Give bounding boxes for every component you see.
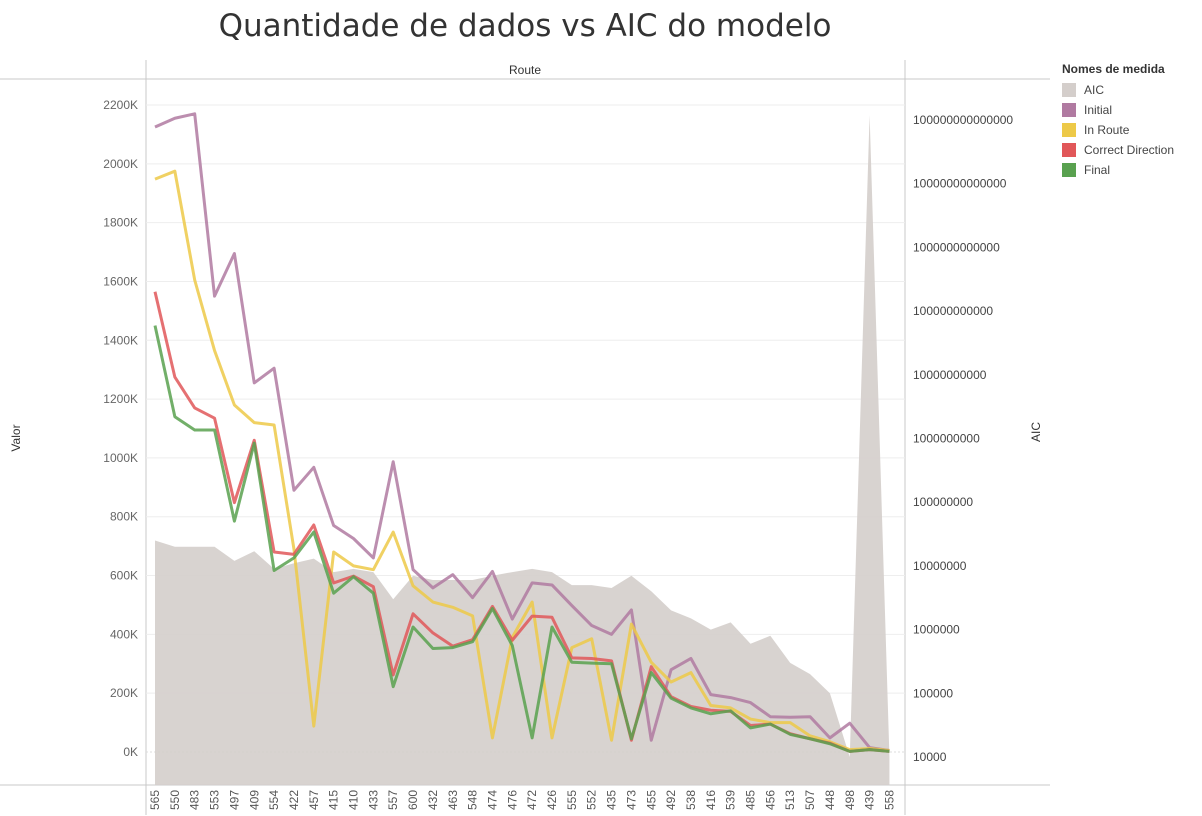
series-line-initial: [154, 112, 890, 753]
x-tick-label: 539: [724, 790, 738, 810]
x-tick-label: 600: [406, 790, 420, 810]
x-tick-label: 476: [505, 790, 519, 810]
legend-swatch: [1062, 163, 1076, 177]
y-left-tick-label: 1400K: [103, 333, 138, 347]
y-right-tick-label: 1000000000000: [913, 240, 1000, 254]
series-line-in-route: [154, 169, 890, 753]
x-tick-label: 448: [823, 790, 837, 810]
legend-title: Nomes de medida: [1062, 62, 1165, 76]
legend-swatch: [1062, 83, 1076, 97]
y-left-tick-label: 200K: [110, 686, 138, 700]
y-right-tick-label: 100000: [913, 686, 953, 700]
x-tick-label: 553: [208, 790, 222, 810]
x-tick-label: 557: [386, 790, 400, 810]
x-tick-label: 498: [843, 790, 857, 810]
x-tick-label: 426: [545, 790, 559, 810]
x-tick-label: 455: [644, 790, 658, 810]
x-tick-label: 550: [168, 790, 182, 810]
legend-item[interactable]: AIC: [1062, 80, 1174, 100]
y-right-tick-label: 100000000000000: [913, 113, 1013, 127]
x-tick-label: 492: [664, 790, 678, 810]
x-tick-label: 432: [426, 790, 440, 810]
x-tick-label: 439: [863, 790, 877, 810]
y-left-tick-label: 1600K: [103, 274, 138, 288]
y-right-axis-title: AIC: [1029, 422, 1043, 442]
x-tick-label: 558: [882, 790, 896, 810]
x-tick-label: 474: [485, 790, 499, 810]
y-right-tick-label: 100000000000: [913, 304, 993, 318]
x-tick-label: 433: [366, 790, 380, 810]
x-tick-label: 513: [783, 790, 797, 810]
x-tick-label: 457: [307, 790, 321, 810]
x-tick-label: 565: [148, 790, 162, 810]
x-tick-label: 485: [744, 790, 758, 810]
y-left-tick-label: 1000K: [103, 451, 138, 465]
y-left-tick-label: 800K: [110, 510, 138, 524]
legend-item[interactable]: Final: [1062, 160, 1174, 180]
legend-label: Initial: [1084, 103, 1113, 117]
y-left-tick-label: 400K: [110, 627, 138, 641]
y-right-tick-label: 10000: [913, 750, 947, 764]
x-tick-label: 483: [188, 790, 202, 810]
legend-label: Final: [1084, 163, 1111, 177]
x-tick-label: 554: [267, 790, 281, 810]
legend-item[interactable]: Initial: [1062, 100, 1174, 120]
legend-item[interactable]: In Route: [1062, 120, 1174, 140]
y-left-tick-label: 1200K: [103, 392, 138, 406]
y-left-tick-label: 600K: [110, 569, 138, 583]
legend-swatch: [1062, 103, 1076, 117]
y-right-tick-label: 10000000000: [913, 368, 987, 382]
y-left-tick-label: 1800K: [103, 216, 138, 230]
y-left-tick-label: 2000K: [103, 157, 138, 171]
x-tick-label: 422: [287, 790, 301, 810]
x-tick-label: 548: [466, 790, 480, 810]
legend-label: In Route: [1084, 123, 1130, 137]
legend: Nomes de medida AIC Initial In Route Correc…: [1062, 62, 1174, 180]
chart-title: Quantidade de dados vs AIC do modelo: [218, 8, 832, 44]
x-tick-label: 463: [446, 790, 460, 810]
x-tick-label: 409: [247, 790, 261, 810]
y-left-tick-label: 2200K: [103, 98, 138, 112]
x-tick-label: 415: [327, 790, 341, 810]
x-tick-label: 507: [803, 790, 817, 810]
header-label: Route: [509, 63, 541, 77]
x-tick-label: 555: [565, 790, 579, 810]
y-right-tick-label: 10000000: [913, 559, 967, 573]
x-tick-label: 497: [227, 790, 241, 810]
x-tick-label: 456: [763, 790, 777, 810]
x-tick-label: 472: [525, 790, 539, 810]
series-line-final: [153, 325, 890, 753]
y-right-tick-label: 100000000: [913, 495, 973, 509]
x-tick-label: 435: [605, 790, 619, 810]
x-tick-label: 473: [624, 790, 638, 810]
legend-label: AIC: [1084, 83, 1105, 97]
legend-swatch: [1062, 143, 1076, 157]
x-tick-label: 416: [704, 790, 718, 810]
legend-item[interactable]: Correct Direction: [1062, 140, 1174, 160]
x-tick-label: 552: [585, 790, 599, 810]
y-left-tick-label: 0K: [123, 745, 138, 759]
x-tick-label: 410: [347, 790, 361, 810]
y-right-tick-label: 1000000: [913, 623, 960, 637]
legend-swatch: [1062, 123, 1076, 137]
y-right-tick-label: 1000000000: [913, 432, 980, 446]
y-left-axis-title: Valor: [9, 424, 23, 451]
legend-label: Correct Direction: [1084, 143, 1175, 157]
y-right-tick-label: 10000000000000: [913, 177, 1007, 191]
x-tick-label: 538: [684, 790, 698, 810]
aic-area: [155, 114, 890, 785]
